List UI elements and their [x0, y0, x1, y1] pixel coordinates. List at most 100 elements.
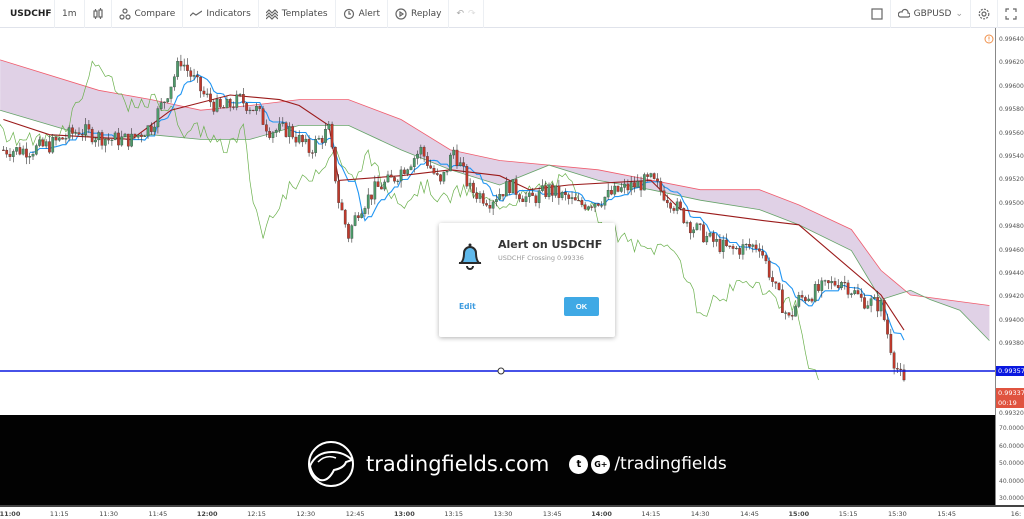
indicators-icon — [190, 10, 203, 16]
candle-body — [90, 128, 94, 143]
undo-icon[interactable]: ↶ — [456, 8, 464, 19]
cloud-save-button[interactable]: GBPUSD ⌄ — [891, 0, 971, 28]
candle-body — [113, 132, 117, 141]
candle — [455, 144, 459, 169]
symbol-search[interactable]: USDCHF — [0, 0, 55, 28]
candle — [307, 135, 311, 157]
time-label: 11:15 — [49, 510, 69, 518]
edit-button[interactable]: Edit — [459, 302, 476, 311]
candle — [889, 328, 893, 356]
candle — [317, 135, 321, 140]
candle — [199, 76, 202, 98]
candle-body — [475, 192, 479, 199]
candle — [291, 123, 295, 140]
candle-body — [725, 239, 728, 247]
candle-body — [2, 149, 5, 151]
candle-body — [596, 203, 600, 206]
candle-body — [748, 243, 751, 247]
candle — [675, 197, 679, 215]
candle-body — [744, 243, 748, 246]
compare-label: Compare — [134, 8, 176, 19]
candle — [685, 220, 689, 227]
layout-button[interactable] — [864, 0, 891, 28]
templates-button[interactable]: Templates — [259, 0, 336, 28]
candle-body — [577, 200, 580, 202]
candle — [169, 86, 173, 103]
candle — [672, 206, 676, 214]
ok-button[interactable]: OK — [564, 297, 599, 316]
candle-body — [363, 208, 367, 214]
price-label: 0.99580 — [999, 106, 1024, 114]
candle — [235, 90, 239, 111]
candle — [120, 130, 124, 147]
candle — [853, 286, 857, 296]
candle — [94, 137, 97, 147]
candle — [472, 180, 475, 199]
time-label: 15:15 — [838, 510, 858, 518]
candle-body — [830, 281, 834, 284]
chart-type-button[interactable] — [85, 0, 112, 28]
replay-button[interactable]: Replay — [388, 0, 450, 28]
alert-button[interactable]: Alert — [336, 0, 388, 28]
candle — [642, 172, 646, 191]
candle-body — [435, 173, 439, 175]
candle — [48, 135, 51, 154]
candle-body — [567, 194, 571, 199]
candle — [126, 133, 130, 151]
last-price-tag: 0.99337 — [996, 388, 1024, 399]
candle — [248, 107, 252, 115]
candle — [403, 167, 406, 175]
compare-button[interactable]: Compare — [112, 0, 184, 28]
candle-body — [248, 109, 252, 111]
candle — [380, 182, 383, 190]
candle-body — [38, 139, 41, 146]
candle-body — [882, 300, 886, 321]
price-chart[interactable] — [0, 28, 995, 415]
price-axis[interactable]: 0.99640 0.99620 0.99600 0.99580 0.99560 0.995… — [995, 28, 1024, 505]
compare-icon — [118, 7, 131, 20]
candle-body — [166, 98, 170, 103]
fullscreen-icon — [1005, 8, 1017, 20]
candle — [688, 220, 692, 240]
candle-body — [619, 187, 623, 192]
candle-body — [606, 190, 610, 198]
indicators-label: Indicators — [206, 8, 251, 19]
interval-button[interactable]: 1m — [55, 0, 85, 28]
candle-body — [636, 180, 640, 188]
alert-line-handle[interactable] — [497, 367, 505, 375]
candle-body — [511, 179, 515, 194]
candle-body — [149, 125, 153, 132]
candle-body — [797, 295, 801, 307]
candle-body — [679, 201, 682, 209]
redo-icon[interactable]: ↷ — [468, 8, 476, 19]
time-axis[interactable]: 11:00 11:15 11:30 11:45 12:00 12:15 12:30 12:45… — [0, 505, 1024, 519]
candle-body — [301, 135, 304, 143]
candle — [202, 86, 206, 97]
fullscreen-button[interactable] — [998, 0, 1024, 28]
candle — [636, 174, 640, 188]
candle — [511, 179, 515, 194]
settings-button[interactable] — [971, 0, 998, 28]
warning-icon[interactable] — [984, 34, 994, 44]
candle — [790, 310, 794, 321]
watermark: tradingfields.com t G+ /tradingfields — [302, 436, 727, 492]
candle-body — [659, 181, 663, 191]
candle — [140, 132, 143, 143]
candle-body — [843, 282, 847, 284]
candle — [389, 169, 393, 178]
candle-body — [80, 134, 84, 136]
candle — [324, 122, 327, 146]
candle-body — [616, 185, 620, 192]
candle-body — [613, 185, 617, 195]
candle-body — [564, 192, 567, 195]
candle-body — [787, 312, 791, 316]
candle-body — [291, 126, 295, 138]
candle — [274, 128, 278, 138]
candle — [186, 58, 189, 77]
candle — [74, 129, 78, 136]
indicators-button[interactable]: Indicators — [183, 0, 259, 28]
candle-body — [159, 102, 163, 109]
candle-body — [570, 197, 574, 199]
candle — [748, 238, 751, 250]
candle — [823, 279, 827, 286]
